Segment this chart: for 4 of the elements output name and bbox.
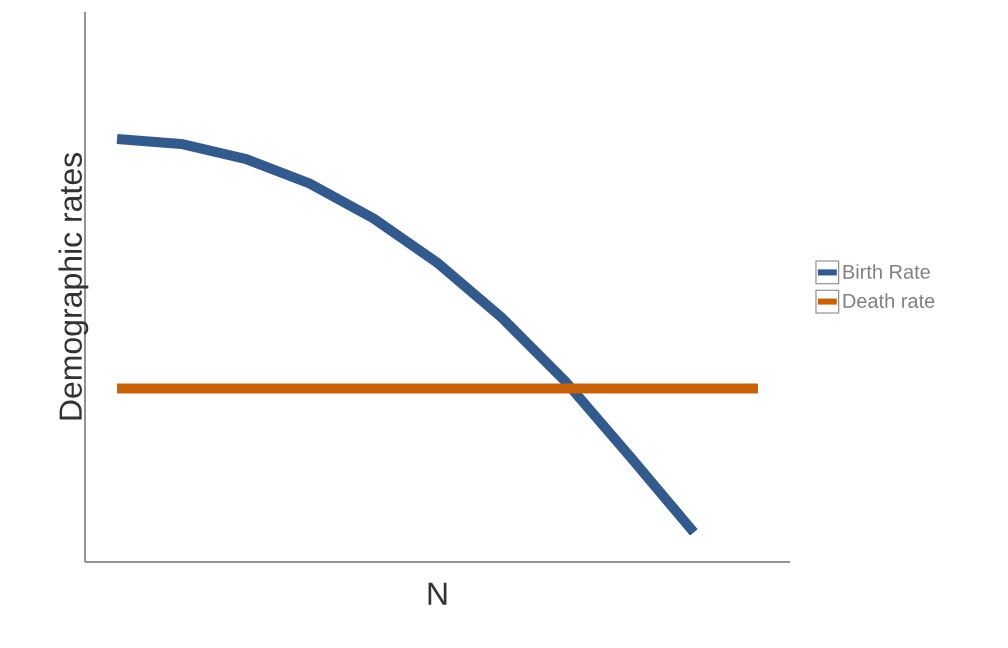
legend-label: Birth Rate (843, 264, 930, 279)
legend-label: Death rate (843, 293, 935, 308)
x-axis-title: N (428, 582, 447, 605)
y-axis-title: Demographic rates (58, 153, 89, 420)
